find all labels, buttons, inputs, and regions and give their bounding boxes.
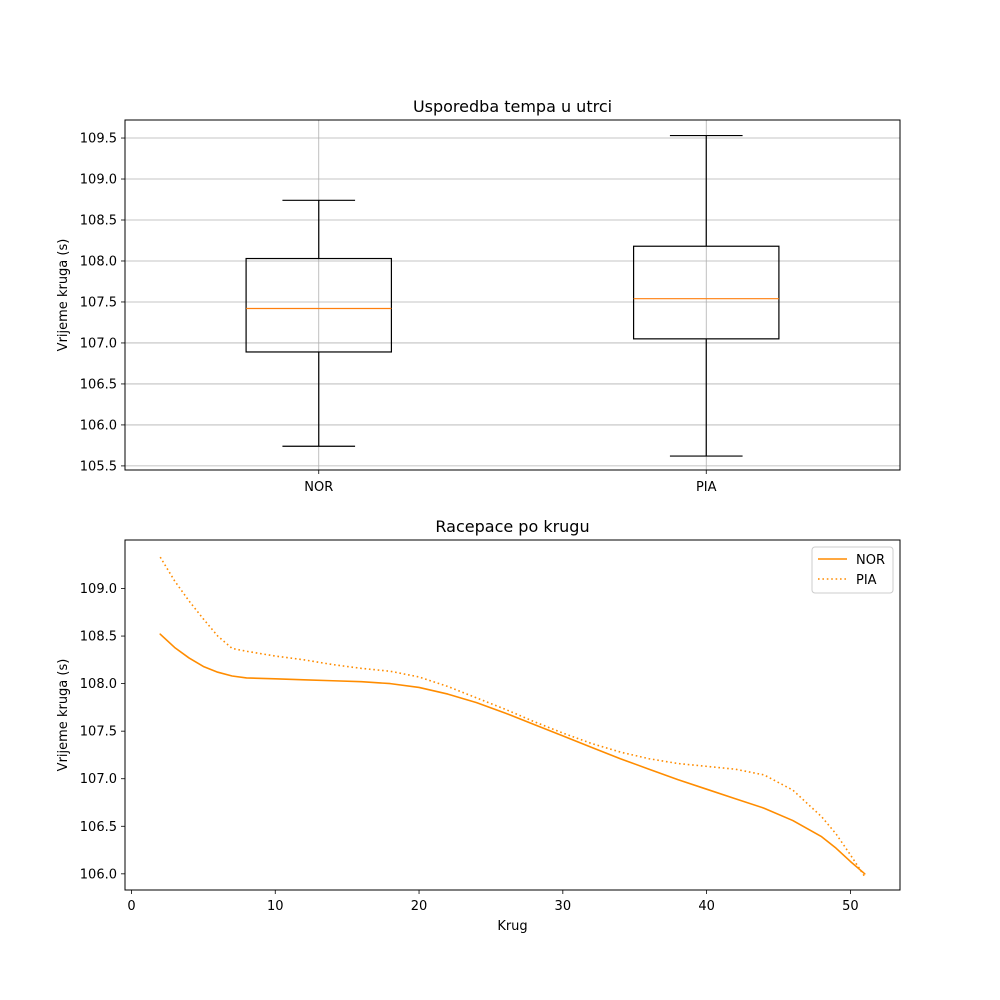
box-plot-y-tick-label: 106.5 [80, 377, 117, 392]
box-iqr [245, 257, 393, 353]
line-chart-y-tick-label: 107.0 [80, 772, 117, 787]
legend-label-nor: NOR [856, 553, 885, 568]
box-plot-y-tick-label: 108.0 [80, 254, 117, 269]
box-plot-x-tick-label: NOR [304, 480, 333, 495]
line-chart-y-tick-label: 106.0 [80, 867, 117, 882]
box-plot-chart: 105.5 106.0 106.5 107.0 107.5 108.0 108.5 109.0… [56, 97, 901, 495]
line-chart-y-tick-label: 108.5 [80, 630, 117, 645]
legend: NOR PIA [811, 546, 894, 594]
line-chart-x-tick-label: 50 [842, 899, 859, 914]
box-plot-y-tick-label: 108.5 [80, 214, 117, 229]
box-plot-y-tick-label: 105.5 [80, 459, 117, 474]
line-chart-x-axis-label: Krug [497, 919, 527, 934]
box-pia [632, 134, 780, 457]
legend-label-pia: PIA [856, 573, 877, 588]
box-plot-title: Usporedba tempa u utrci [413, 97, 612, 116]
box-plot-x-ticks: NOR PIA [304, 470, 717, 495]
line-chart-x-tick-label: 20 [411, 899, 428, 914]
series-line-nor [159, 633, 866, 875]
box-plot-y-tick-label: 109.5 [80, 132, 117, 147]
box-plot-x-tick-label: PIA [696, 480, 717, 495]
line-chart-frame [124, 539, 901, 891]
box-plot-y-tick-label: 109.0 [80, 173, 117, 188]
box-nor [245, 199, 393, 447]
line-chart: 106.0 106.5 107.0 107.5 108.0 108.5 109.0 0 10 2… [56, 517, 901, 934]
line-chart-y-tick-label: 109.0 [80, 582, 117, 597]
line-chart-y-axis-label: Vrijeme kruga (s) [56, 659, 71, 772]
line-chart-x-tick-label: 0 [127, 899, 135, 914]
line-chart-x-tick-label: 30 [555, 899, 572, 914]
line-chart-y-ticks: 106.0 106.5 107.0 107.5 108.0 108.5 109.0 [80, 582, 125, 882]
line-chart-series [159, 556, 866, 878]
line-chart-y-tick-label: 107.5 [80, 725, 117, 740]
line-chart-y-tick-label: 108.0 [80, 677, 117, 692]
line-chart-y-tick-label: 106.5 [80, 820, 117, 835]
line-chart-x-ticks: 0 10 20 30 40 50 [127, 890, 859, 914]
box-plot-y-tick-label: 107.5 [80, 295, 117, 310]
box-plot-frame [124, 119, 901, 471]
box-plot-y-tick-label: 106.0 [80, 418, 117, 433]
line-chart-title: Racepace po krugu [435, 517, 589, 536]
box-iqr [632, 245, 780, 340]
box-plot-y-tick-label: 107.0 [80, 336, 117, 351]
line-chart-x-tick-label: 10 [267, 899, 284, 914]
box-plot-y-ticks: 105.5 106.0 106.5 107.0 107.5 108.0 108.5 109.0… [80, 132, 125, 474]
line-chart-x-tick-label: 40 [698, 899, 715, 914]
box-plot-marks [245, 134, 780, 457]
box-plot-y-axis-label: Vrijeme kruga (s) [56, 239, 71, 352]
